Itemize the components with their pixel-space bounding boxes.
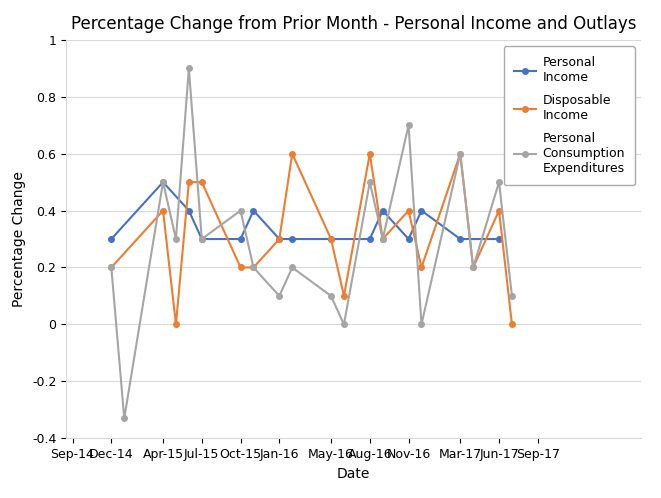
Disposable
Income: [366, 151, 373, 157]
Personal
Consumption
Expenditures: [327, 293, 335, 299]
Personal
Consumption
Expenditures: [379, 236, 387, 242]
Personal
Income: [198, 236, 206, 242]
Y-axis label: Percentage Change: Percentage Change: [13, 171, 26, 307]
Personal
Income: [288, 236, 296, 242]
Personal
Income: [418, 208, 426, 214]
Personal
Consumption
Expenditures: [288, 264, 296, 270]
Disposable
Income: [198, 179, 206, 185]
Personal
Income: [379, 208, 387, 214]
Disposable
Income: [379, 236, 387, 242]
Disposable
Income: [237, 264, 245, 270]
Disposable
Income: [405, 208, 412, 214]
Personal
Consumption
Expenditures: [495, 179, 503, 185]
Personal
Consumption
Expenditures: [469, 264, 477, 270]
Personal
Income: [456, 236, 464, 242]
Personal
Income: [495, 236, 503, 242]
Legend: Personal
Income, Disposable
Income, Personal
Consumption
Expenditures: Personal Income, Disposable Income, Pers…: [504, 46, 635, 185]
Personal
Income: [276, 236, 284, 242]
Personal
Consumption
Expenditures: [159, 179, 167, 185]
Personal
Income: [107, 236, 115, 242]
Disposable
Income: [185, 179, 193, 185]
Personal
Consumption
Expenditures: [198, 236, 206, 242]
Personal
Consumption
Expenditures: [185, 65, 193, 71]
Personal
Consumption
Expenditures: [405, 122, 412, 128]
Disposable
Income: [469, 264, 477, 270]
Disposable
Income: [495, 208, 503, 214]
Disposable
Income: [288, 151, 296, 157]
Personal
Consumption
Expenditures: [172, 236, 180, 242]
Disposable
Income: [418, 264, 426, 270]
X-axis label: Date: Date: [337, 467, 370, 481]
Line: Disposable
Income: Disposable Income: [108, 151, 515, 327]
Personal
Consumption
Expenditures: [456, 151, 464, 157]
Disposable
Income: [327, 236, 335, 242]
Personal
Income: [405, 236, 412, 242]
Personal
Income: [185, 208, 193, 214]
Personal
Consumption
Expenditures: [340, 321, 348, 327]
Personal
Consumption
Expenditures: [276, 293, 284, 299]
Personal
Consumption
Expenditures: [120, 415, 128, 421]
Title: Percentage Change from Prior Month - Personal Income and Outlays: Percentage Change from Prior Month - Per…: [71, 15, 637, 33]
Personal
Income: [327, 236, 335, 242]
Personal
Consumption
Expenditures: [366, 179, 373, 185]
Disposable
Income: [340, 293, 348, 299]
Personal
Consumption
Expenditures: [107, 264, 115, 270]
Personal
Income: [159, 179, 167, 185]
Disposable
Income: [159, 208, 167, 214]
Personal
Consumption
Expenditures: [508, 293, 516, 299]
Personal
Consumption
Expenditures: [418, 321, 426, 327]
Disposable
Income: [276, 236, 284, 242]
Disposable
Income: [107, 264, 115, 270]
Line: Personal
Income: Personal Income: [108, 179, 502, 242]
Personal
Income: [366, 236, 373, 242]
Disposable
Income: [249, 264, 257, 270]
Disposable
Income: [456, 151, 464, 157]
Disposable
Income: [172, 321, 180, 327]
Personal
Income: [237, 236, 245, 242]
Disposable
Income: [508, 321, 516, 327]
Personal
Consumption
Expenditures: [237, 208, 245, 214]
Personal
Consumption
Expenditures: [249, 264, 257, 270]
Personal
Income: [249, 208, 257, 214]
Line: Personal
Consumption
Expenditures: Personal Consumption Expenditures: [108, 66, 515, 421]
